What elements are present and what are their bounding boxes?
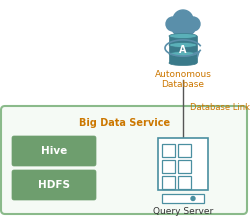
Bar xyxy=(169,54,197,62)
Text: Big Data Service: Big Data Service xyxy=(80,118,170,128)
Text: HDFS: HDFS xyxy=(38,180,70,190)
Ellipse shape xyxy=(169,34,197,39)
Circle shape xyxy=(166,17,180,31)
Text: Database Link: Database Link xyxy=(190,102,250,111)
Circle shape xyxy=(173,10,193,30)
Text: Autonomous
Database: Autonomous Database xyxy=(154,70,212,89)
Ellipse shape xyxy=(169,51,197,56)
Ellipse shape xyxy=(169,43,197,48)
Bar xyxy=(162,176,175,189)
Bar xyxy=(178,160,191,173)
Circle shape xyxy=(181,21,195,35)
FancyBboxPatch shape xyxy=(12,170,96,200)
Circle shape xyxy=(172,21,186,35)
FancyBboxPatch shape xyxy=(12,136,96,166)
Bar xyxy=(178,176,191,189)
Bar xyxy=(169,36,197,44)
Bar xyxy=(162,194,204,203)
Bar xyxy=(162,144,175,157)
Bar xyxy=(169,45,197,53)
Circle shape xyxy=(186,17,200,31)
Circle shape xyxy=(191,196,195,201)
Text: Query Server: Query Server xyxy=(153,207,213,216)
Ellipse shape xyxy=(169,61,197,65)
Text: A: A xyxy=(179,45,187,55)
Text: Hive: Hive xyxy=(41,146,67,156)
Bar xyxy=(178,144,191,157)
Bar xyxy=(162,160,175,173)
FancyBboxPatch shape xyxy=(158,138,208,190)
FancyBboxPatch shape xyxy=(1,106,247,214)
